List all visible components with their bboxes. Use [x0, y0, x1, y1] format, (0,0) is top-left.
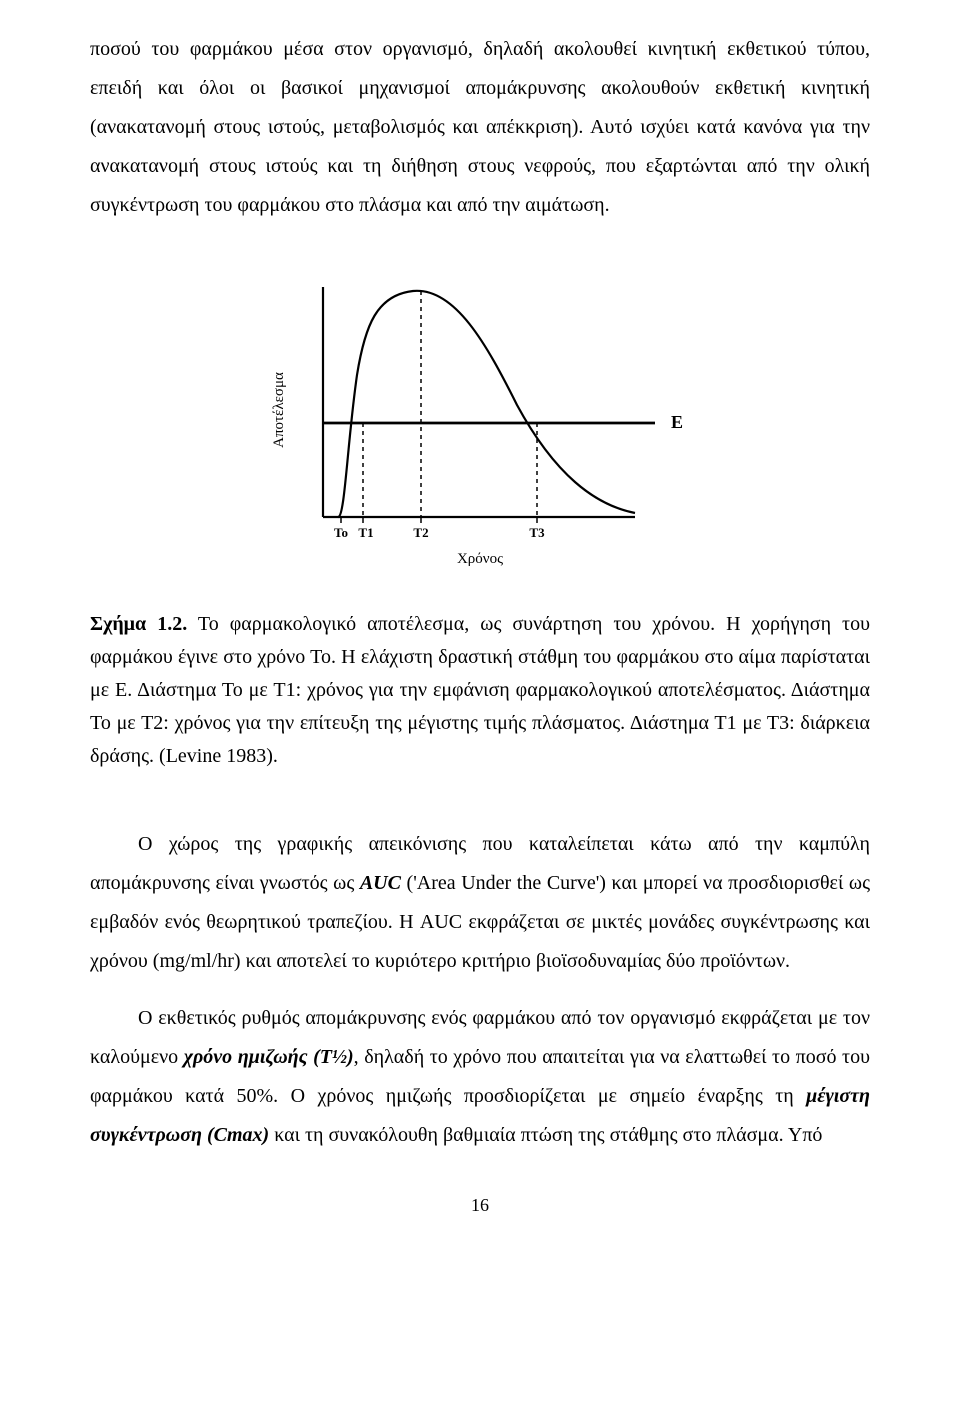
document-page: ποσού του φαρμάκου μέσα στον οργανισμό, … — [0, 0, 960, 1246]
figure-caption: Σχήμα 1.2. Το φαρμακολογικό αποτέλεσμα, … — [90, 608, 870, 773]
tick-label-t1: T1 — [358, 525, 373, 540]
tick-label-t2: T2 — [413, 525, 428, 540]
pharmacology-curve-chart: Αποτέλεσμα E To T1 T2 T3 Χρόνος — [265, 265, 695, 575]
paragraph-1: ποσού του φαρμάκου μέσα στον οργανισμό, … — [90, 30, 870, 225]
e-label: E — [671, 412, 683, 432]
page-number: 16 — [90, 1195, 870, 1216]
para3-post: και τη συνακόλουθη βαθμιαία πτώση της στ… — [269, 1124, 822, 1146]
chart-bg — [265, 265, 695, 575]
x-axis-label: Χρόνος — [457, 551, 503, 567]
tick-label-t3: T3 — [529, 525, 545, 540]
caption-rest: Το φαρμακολογικό αποτέλεσμα, ως συνάρτησ… — [90, 613, 870, 767]
caption-lead: Σχήμα 1.2. — [90, 613, 187, 635]
auc-term: AUC — [360, 872, 401, 894]
paragraph-2: Ο χώρος της γραφικής απεικόνισης που κατ… — [90, 825, 870, 981]
halflife-term: χρόνο ημιζωής (T½) — [184, 1046, 354, 1068]
paragraph-3: Ο εκθετικός ρυθμός απομάκρυνσης ενός φαρ… — [90, 999, 870, 1155]
para1-text: ποσού του φαρμάκου μέσα στον οργανισμό, … — [90, 38, 870, 216]
figure-1-2: Αποτέλεσμα E To T1 T2 T3 Χρόνος — [90, 265, 870, 580]
tick-label-to: To — [334, 525, 348, 540]
y-axis-label: Αποτέλεσμα — [271, 372, 287, 448]
